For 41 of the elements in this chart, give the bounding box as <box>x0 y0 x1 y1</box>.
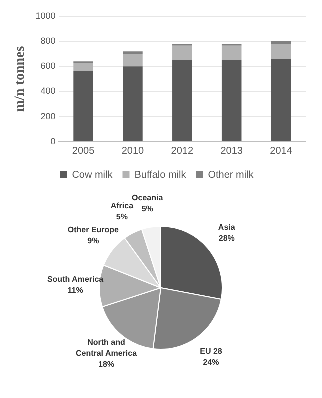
data-label: 5% <box>142 204 154 214</box>
bar <box>222 46 242 60</box>
bar <box>222 60 242 142</box>
data-label: 11% <box>68 286 84 296</box>
slice-label: North and Central America <box>76 338 138 358</box>
bar <box>271 59 292 142</box>
x-tick-label: 2013 <box>220 146 244 157</box>
bar <box>172 46 192 60</box>
bar <box>123 66 143 142</box>
data-label: 18% <box>98 360 115 370</box>
y-tick-label: 1000 <box>36 10 56 21</box>
data-label: 9% <box>88 236 100 246</box>
legend-label: Buffalo milk <box>134 170 188 181</box>
y-tick-label: 800 <box>40 36 56 46</box>
bar <box>123 54 143 67</box>
slice-label: South America <box>47 275 104 284</box>
x-tick-label: 2005 <box>72 146 96 157</box>
data-label: 5% <box>116 212 128 222</box>
y-axis-title: m/n tonnes <box>13 46 28 112</box>
x-tick-label: 2010 <box>122 146 145 157</box>
bar <box>271 42 292 44</box>
bar <box>172 60 192 142</box>
bar <box>74 64 94 72</box>
legend-label: Other milk <box>208 170 255 181</box>
y-tick-label: 400 <box>40 86 56 96</box>
slice-label: Asia <box>218 223 236 232</box>
slice-label: Africa <box>110 202 134 211</box>
bar <box>271 44 292 60</box>
data-label: 28% <box>218 234 235 244</box>
slice-label: Other Europe <box>68 225 120 234</box>
y-tick-label: 200 <box>40 111 56 122</box>
y-tick-label: 600 <box>40 61 56 72</box>
data-label: 24% <box>203 358 220 367</box>
bar <box>123 52 143 54</box>
bar <box>74 71 94 142</box>
x-tick-label: 2014 <box>270 146 293 157</box>
y-tick-label: 0 <box>50 136 56 146</box>
x-tick-label: 2012 <box>171 146 194 157</box>
legend-label: Cow milk <box>72 170 114 181</box>
slice-label: EU 28 <box>200 346 223 356</box>
slice-label: Oceania <box>132 193 164 202</box>
